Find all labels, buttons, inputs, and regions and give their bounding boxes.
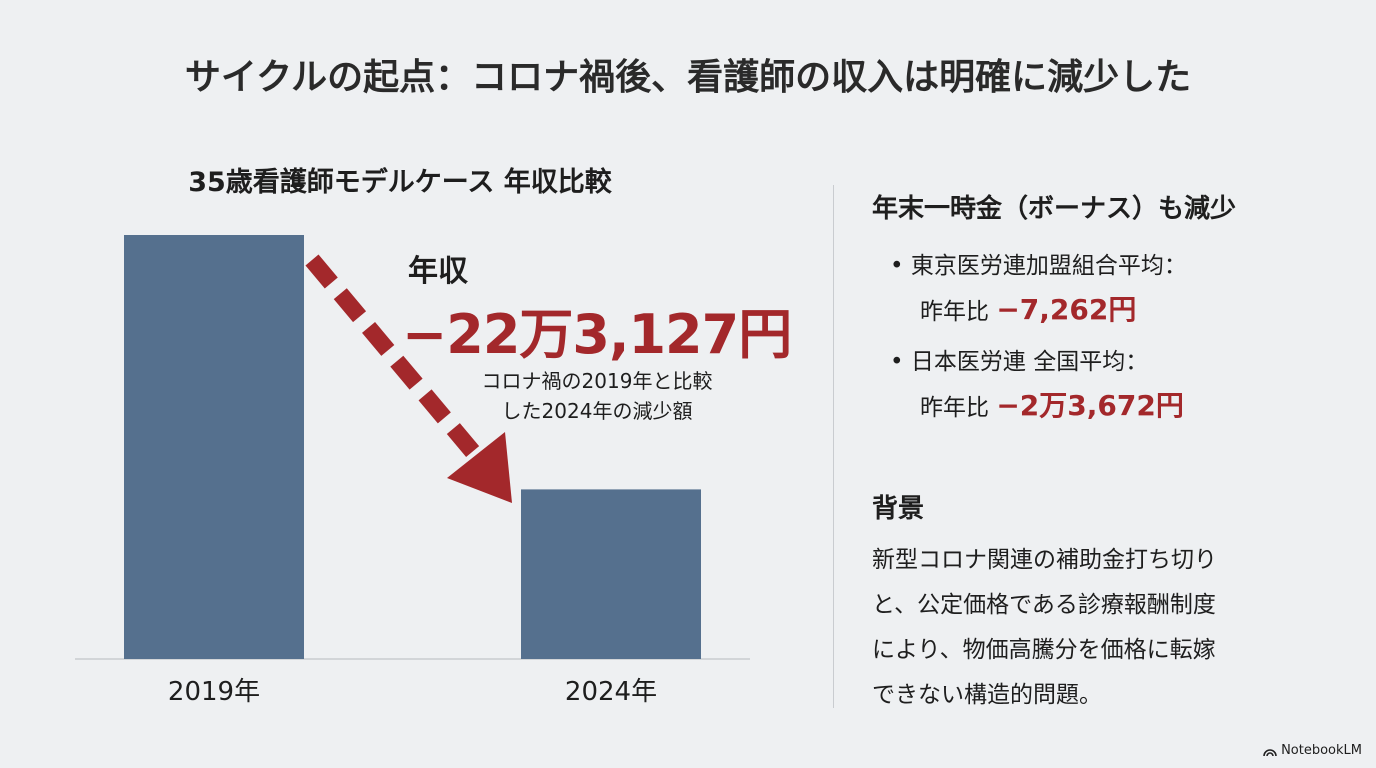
bullet-label: 日本医労連 全国平均： xyxy=(910,349,1149,375)
logo-text: NotebookLM xyxy=(1281,743,1362,758)
divider xyxy=(833,185,834,708)
slide-title: サイクルの起点：コロナ禍後、看護師の収入は明確に減少した xyxy=(184,57,1192,98)
bullet-item: • 日本医労連 全国平均： 昨年比 −2万3,672円 xyxy=(890,342,1184,428)
background-text: 新型コロナ関連の補助金打ち切り と、公定価格である診療報酬制度 により、物価高騰… xyxy=(872,538,1332,718)
annotation-note: コロナ禍の2019年と比較 した2024年の減少額 xyxy=(462,366,732,426)
x-tick-label: 2019年 xyxy=(168,677,260,707)
bullet-dot: • xyxy=(890,349,904,375)
background-line: により、物価高騰分を価格に転嫁 xyxy=(872,637,1216,663)
background-line: と、公定価格である診療報酬制度 xyxy=(872,592,1216,618)
annotation-value: −22万3,127円 xyxy=(402,303,792,366)
bullet-value: −2万3,672円 xyxy=(996,389,1184,422)
annotation-note-line: した2024年の減少額 xyxy=(501,399,693,423)
bar-2019年 xyxy=(124,235,304,659)
bullet-dot: • xyxy=(890,253,904,279)
background-line: できない構造的問題。 xyxy=(872,682,1102,708)
bonus-heading: 年末一時金（ボーナス）も減少 xyxy=(872,194,1237,224)
bullet-item: • 東京医労連加盟組合平均： 昨年比 −7,262円 xyxy=(890,246,1187,332)
annotation-label: 年収 xyxy=(408,254,468,289)
notebooklm-icon xyxy=(1263,748,1277,756)
chart-title: 35歳看護師モデルケース 年収比較 xyxy=(188,167,612,198)
notebooklm-logo: NotebookLM xyxy=(1263,743,1362,758)
bar-chart: 2019年 2024年 xyxy=(75,235,750,707)
background-heading: 背景 xyxy=(872,494,925,524)
decrease-arrow-head xyxy=(447,432,512,503)
bullet-prefix: 昨年比 xyxy=(920,299,989,325)
x-tick-label: 2024年 xyxy=(565,677,657,707)
background-line: 新型コロナ関連の補助金打ち切り xyxy=(872,547,1217,573)
bullet-prefix: 昨年比 xyxy=(920,395,989,421)
bullet-value: −7,262円 xyxy=(996,293,1137,326)
bar-2024年 xyxy=(521,489,701,659)
bullet-label: 東京医労連加盟組合平均： xyxy=(910,253,1187,279)
annotation-note-line: コロナ禍の2019年と比較 xyxy=(481,369,713,393)
